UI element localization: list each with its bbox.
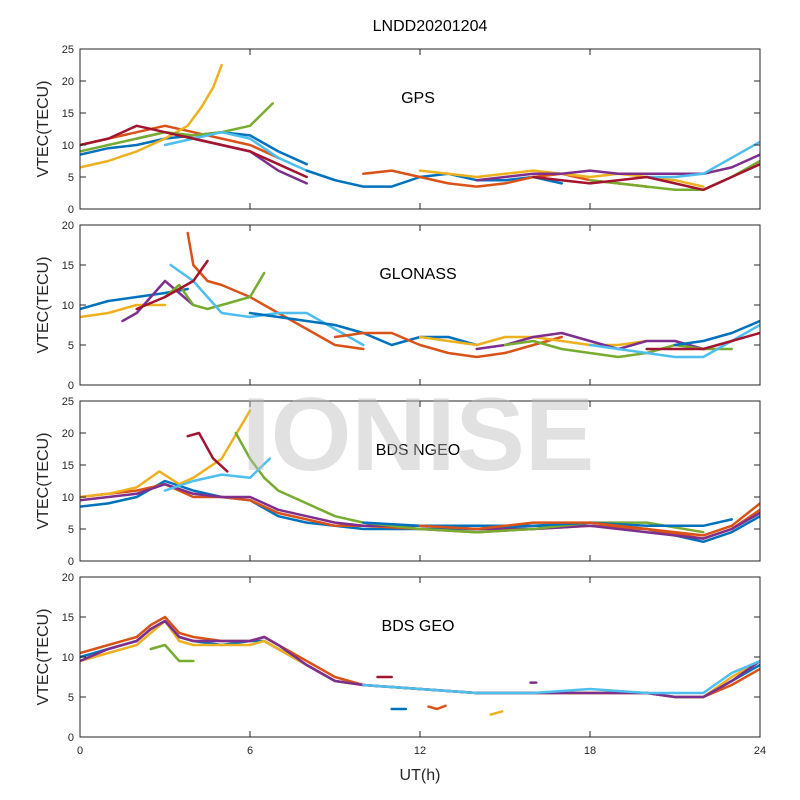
series-line: [305, 169, 563, 188]
panel-0: 0 5 10 15 20 25 VTEC(TECU) GPS: [35, 44, 761, 216]
watermark-text: IONISE: [242, 377, 595, 493]
y-tick-label: 0: [68, 380, 74, 392]
series-group: [80, 231, 760, 359]
y-tick-label: 20: [62, 428, 74, 440]
series-line: [418, 502, 760, 537]
panel-1: 0 5 10 15 20 VTEC(TECU) GLONASS: [35, 220, 761, 392]
series-line: [673, 319, 760, 347]
series-line: [532, 162, 760, 192]
y-tick-label: 0: [68, 732, 74, 744]
series-line: [427, 704, 447, 711]
series-line: [80, 124, 308, 179]
series-line: [80, 63, 223, 169]
x-axis-label: UT(h): [400, 767, 441, 784]
series-line: [645, 140, 760, 179]
x-tick-label: 0: [77, 745, 83, 757]
y-tick-label: 25: [62, 396, 74, 408]
series-group: [80, 615, 760, 716]
panel-label: GLONASS: [379, 266, 456, 283]
y-tick-label: 10: [62, 300, 74, 312]
series-line: [149, 643, 195, 663]
y-tick-label: 5: [68, 692, 74, 704]
series-line: [362, 659, 760, 695]
panel-background: [80, 577, 760, 737]
series-line: [163, 457, 272, 492]
series-group: [80, 409, 760, 544]
panel-background: [80, 49, 760, 209]
panel-2: 0 5 10 15 20 25 VTEC(TECU) BDS NGEO: [35, 396, 761, 568]
y-axis-label: VTEC(TECU): [35, 257, 52, 354]
y-tick-label: 25: [62, 44, 74, 56]
series-line: [645, 331, 760, 351]
panel-background: [80, 225, 760, 385]
x-tick-label: 24: [754, 745, 766, 757]
x-tick-label: 12: [414, 745, 426, 757]
series-group: [80, 63, 760, 192]
y-tick-label: 0: [68, 204, 74, 216]
y-tick-label: 20: [62, 76, 74, 88]
y-tick-label: 15: [62, 460, 74, 472]
series-line: [475, 331, 705, 351]
y-tick-label: 10: [62, 492, 74, 504]
y-tick-label: 10: [62, 140, 74, 152]
figure-title: LNDD20201204: [373, 18, 488, 35]
y-tick-label: 10: [62, 652, 74, 664]
series-line: [80, 482, 760, 540]
y-tick-label: 0: [68, 556, 74, 568]
y-tick-label: 15: [62, 612, 74, 624]
y-axis-label: VTEC(TECU): [35, 81, 52, 178]
series-line: [163, 271, 266, 311]
y-axis-label: VTEC(TECU): [35, 433, 52, 530]
y-tick-label: 20: [62, 220, 74, 232]
panel-label: BDS GEO: [382, 618, 455, 635]
y-axis-label: VTEC(TECU): [35, 609, 52, 706]
series-line: [333, 331, 563, 359]
y-tick-label: 5: [68, 524, 74, 536]
series-line: [80, 303, 167, 319]
x-tick-label: 6: [247, 745, 253, 757]
panels-group: 0 5 10 15 20 25 VTEC(TECU) GPS 0 5 10 15 20 VTEC(TECU…: [35, 44, 766, 757]
y-tick-label: 20: [62, 572, 74, 584]
series-line: [135, 259, 209, 311]
y-tick-label: 5: [68, 172, 74, 184]
y-tick-label: 15: [62, 260, 74, 272]
series-line: [186, 431, 229, 473]
panel-label: BDS NGEO: [376, 442, 460, 459]
y-tick-label: 15: [62, 108, 74, 120]
series-line: [80, 619, 760, 699]
panel-3: 0 5 10 15 20 0 6 12 18 24 VTEC(TECU) BDS GEO: [35, 572, 766, 757]
series-line: [503, 339, 733, 359]
series-line: [121, 279, 195, 323]
series-line: [80, 102, 274, 153]
series-line: [489, 710, 504, 716]
y-tick-label: 5: [68, 340, 74, 352]
x-tick-label: 18: [584, 745, 596, 757]
panel-label: GPS: [401, 90, 435, 107]
series-line: [475, 153, 760, 182]
